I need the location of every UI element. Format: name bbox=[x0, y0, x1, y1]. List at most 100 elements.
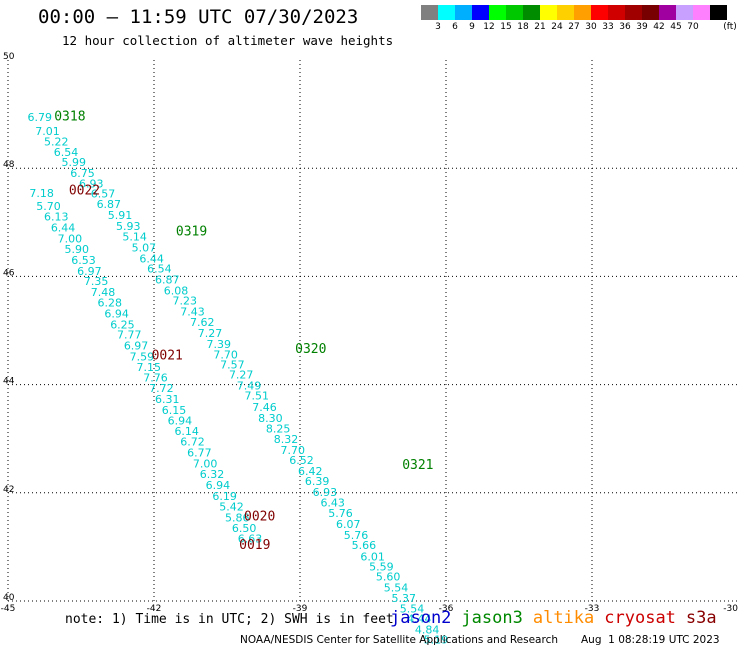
swh-value-label: 7.70 bbox=[281, 444, 306, 457]
swh-value-label: 6.54 bbox=[54, 146, 79, 159]
data-points: 6.797.015.226.545.996.756.936.576.875.91… bbox=[27, 111, 448, 647]
swh-value-label: 8.30 bbox=[258, 412, 283, 425]
swh-value-label: 5.14 bbox=[122, 231, 147, 244]
swh-value-label: 6.42 bbox=[298, 465, 323, 478]
swh-value-label: 6.53 bbox=[71, 254, 96, 267]
y-tick-label: 44 bbox=[3, 377, 15, 387]
swh-value-label: 6.15 bbox=[162, 404, 187, 417]
pass-label: 0319 bbox=[176, 224, 207, 239]
colorbar-label: 6 bbox=[452, 22, 458, 32]
colorbar-label: 27 bbox=[568, 22, 580, 32]
colorbar-label: 36 bbox=[619, 22, 631, 32]
swh-value-label: 7.43 bbox=[180, 305, 205, 318]
swh-value-label: 7.27 bbox=[198, 327, 223, 340]
mission-altika: altika bbox=[532, 608, 595, 628]
colorbar-swatch bbox=[523, 5, 540, 20]
colorbar-label: 33 bbox=[602, 22, 614, 32]
swh-value-label: 6.72 bbox=[180, 436, 205, 449]
pass-label: 0022 bbox=[69, 184, 100, 199]
plot-frame bbox=[7, 60, 738, 602]
footnote: note: 1) Time is in UTC; 2) SWH is in fe… bbox=[65, 612, 394, 627]
swh-value-label: 5.19 bbox=[424, 634, 449, 647]
pass-label: 0318 bbox=[54, 110, 85, 125]
swh-value-label: 6.25 bbox=[110, 318, 135, 331]
swh-value-label: 6.14 bbox=[174, 425, 199, 438]
colorbar-unit: (ft) bbox=[723, 22, 737, 32]
swh-value-label: 7.35 bbox=[84, 275, 109, 288]
swh-value-label: 8.32 bbox=[274, 433, 299, 446]
swh-value-label: 5.70 bbox=[36, 200, 61, 213]
swh-value-label: 6.93 bbox=[79, 178, 104, 191]
swh-value-label: 5.22 bbox=[44, 135, 69, 148]
colorbar-swatch bbox=[659, 5, 676, 20]
swh-value-label: 6.19 bbox=[212, 490, 237, 503]
colorbar-label: 70 bbox=[687, 22, 699, 32]
y-tick-label: 46 bbox=[3, 268, 15, 278]
swh-value-label: 6.94 bbox=[168, 415, 193, 428]
mission-s3a: s3a bbox=[685, 608, 717, 628]
colorbar-label: 9 bbox=[469, 22, 475, 32]
swh-value-label: 6.52 bbox=[289, 454, 314, 467]
swh-value-label: 5.91 bbox=[108, 209, 132, 222]
swh-value-label: 5.54 bbox=[400, 602, 425, 615]
colorbar-label: 24 bbox=[551, 22, 563, 32]
swh-value-label: 6.28 bbox=[98, 297, 123, 310]
y-tick-label: 50 bbox=[3, 52, 15, 62]
chart-title: 00:00 – 11:59 UTC 07/30/2023 bbox=[38, 6, 359, 28]
swh-value-label: 5.93 bbox=[116, 220, 141, 233]
swh-value-label: 6.08 bbox=[164, 284, 189, 297]
colorbar-swatch bbox=[591, 5, 608, 20]
swh-value-label: 5.90 bbox=[64, 243, 89, 256]
swh-value-label: 5.60 bbox=[376, 570, 401, 583]
colorbar-swatch bbox=[574, 5, 591, 20]
colorbar-label: 39 bbox=[636, 22, 648, 32]
swh-value-label: 6.07 bbox=[336, 518, 361, 531]
swh-value-label: 7.00 bbox=[193, 457, 218, 470]
y-tick-label: 42 bbox=[3, 485, 14, 495]
swh-value-label: 7.18 bbox=[29, 187, 54, 200]
colorbar-swatch bbox=[438, 5, 455, 20]
swh-value-label: 7.51 bbox=[245, 390, 270, 403]
swh-value-label: 7.72 bbox=[149, 382, 174, 395]
y-tick-label: 40 bbox=[3, 593, 15, 603]
colorbar-swatch bbox=[693, 5, 710, 20]
swh-value-label: 6.43 bbox=[320, 496, 345, 509]
swh-value-label: 5.86 bbox=[225, 511, 250, 524]
y-tick-label: 48 bbox=[3, 160, 15, 170]
swh-value-label: 6.63 bbox=[238, 533, 263, 546]
pass-annotations: 0318 0319 0320 0321 0022 0021 0020 0019 bbox=[54, 110, 433, 553]
swh-value-label: 6.97 bbox=[77, 265, 102, 278]
swh-value-label: 6.79 bbox=[27, 111, 52, 124]
swh-value-label: 6.75 bbox=[70, 167, 95, 180]
swh-value-label: 7.15 bbox=[136, 361, 161, 374]
swh-value-label: 7.46 bbox=[252, 401, 277, 414]
x-tick-label: -36 bbox=[439, 604, 454, 614]
swh-value-label: 6.32 bbox=[200, 468, 225, 481]
mission-jason3: jason3 bbox=[461, 608, 523, 628]
swh-value-label: 7.00 bbox=[58, 232, 83, 245]
swh-value-label: 7.77 bbox=[117, 329, 142, 342]
colorbar-label: 18 bbox=[517, 22, 529, 32]
swh-value-label: 5.37 bbox=[391, 592, 416, 605]
colorbar-label: 30 bbox=[585, 22, 597, 32]
colorbar-swatch bbox=[608, 5, 625, 20]
colorbar-swatch bbox=[472, 5, 489, 20]
swh-value-label: 7.48 bbox=[91, 286, 116, 299]
colorbar-swatch bbox=[676, 5, 693, 20]
colorbar-label: 45 bbox=[670, 22, 682, 32]
swh-value-label: 5.99 bbox=[62, 156, 87, 169]
swh-value-label: 7.39 bbox=[207, 338, 232, 351]
swh-value-label: 5.76 bbox=[344, 529, 369, 542]
swh-value-label: 6.44 bbox=[51, 221, 76, 234]
swh-value-label: 6.97 bbox=[124, 339, 148, 352]
swh-value-label: 6.77 bbox=[187, 447, 212, 460]
colorbar-swatch bbox=[642, 5, 659, 20]
colorbar-label: 3 bbox=[435, 22, 441, 32]
credit-line: NOAA/NESDIS Center for Satellite Applica… bbox=[240, 634, 558, 646]
x-tick-label: -30 bbox=[723, 604, 738, 614]
mission-jason2: jason2 bbox=[390, 608, 452, 628]
colorbar-label: 15 bbox=[500, 22, 512, 32]
swh-value-label: 7.23 bbox=[172, 295, 197, 308]
swh-value-label: 5.59 bbox=[369, 561, 394, 574]
swh-value-label: 4.84 bbox=[415, 623, 440, 636]
